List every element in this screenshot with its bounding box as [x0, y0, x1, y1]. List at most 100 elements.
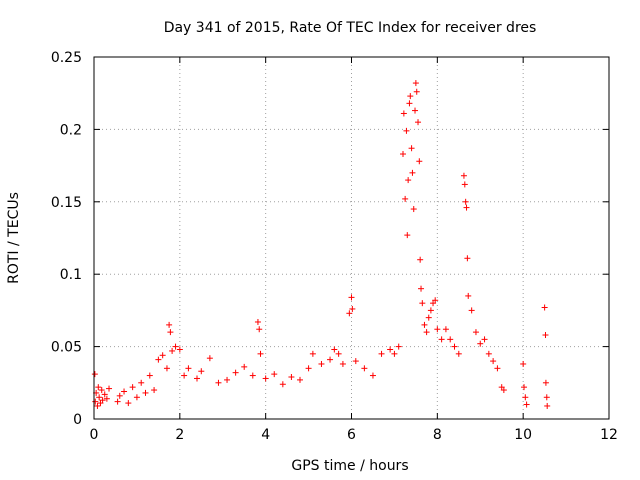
x-tick-label: 6	[347, 427, 356, 443]
data-point	[106, 385, 113, 392]
data-point	[387, 346, 394, 353]
data-point	[522, 394, 529, 401]
data-point	[224, 376, 231, 383]
data-point	[279, 381, 286, 388]
data-point	[215, 379, 222, 386]
data-point	[541, 304, 548, 311]
data-point	[133, 394, 140, 401]
data-point	[352, 358, 359, 365]
data-point	[369, 372, 376, 379]
data-point	[116, 392, 123, 399]
y-tick-label: 0.2	[60, 122, 82, 138]
data-point	[241, 363, 248, 370]
x-tick-labels: 0 2 4 6 8 10 12	[90, 427, 618, 443]
data-point	[542, 379, 549, 386]
data-point	[169, 347, 176, 354]
data-point	[151, 387, 158, 394]
data-point	[434, 326, 441, 333]
data-point	[481, 336, 488, 343]
data-point	[408, 145, 415, 152]
data-point	[427, 307, 434, 314]
data-point	[167, 329, 174, 336]
data-point	[194, 375, 200, 382]
data-point	[318, 360, 325, 367]
data-point	[98, 387, 105, 394]
data-point	[451, 343, 458, 350]
data-point	[125, 400, 132, 407]
data-point	[409, 169, 416, 176]
data-point	[412, 80, 419, 87]
data-point	[463, 204, 470, 211]
data-point	[461, 181, 468, 188]
data-point	[206, 355, 213, 362]
data-point	[99, 397, 106, 404]
data-point	[542, 332, 549, 339]
data-point	[142, 389, 149, 396]
x-tick-label: 10	[514, 427, 532, 443]
data-point	[121, 388, 128, 395]
y-tick-label: 0.15	[51, 195, 82, 211]
data-point	[543, 394, 550, 401]
x-tick-label: 4	[261, 427, 270, 443]
data-point	[418, 285, 425, 292]
data-point	[114, 398, 121, 405]
data-point	[402, 195, 409, 202]
data-point	[520, 360, 527, 367]
data-point	[544, 402, 551, 409]
data-point	[432, 297, 439, 304]
data-point	[406, 100, 413, 107]
data-point	[485, 350, 492, 357]
data-point	[198, 368, 205, 375]
data-point	[305, 365, 312, 372]
data-point	[166, 321, 173, 328]
x-axis-title: GPS time / hours	[291, 458, 408, 474]
data-point	[419, 300, 426, 307]
data-point	[185, 365, 192, 372]
data-point	[521, 384, 528, 391]
data-point	[455, 350, 462, 357]
y-tick-labels: 0 0.05 0.1 0.15 0.2 0.25	[51, 50, 82, 428]
y-axis-title: ROTI / TECUs	[6, 192, 22, 284]
data-point	[361, 365, 368, 372]
axis-ticks	[93, 56, 610, 420]
data-point	[309, 350, 316, 357]
data-point	[400, 151, 406, 158]
data-point	[477, 340, 484, 347]
data-point	[410, 206, 417, 213]
data-point	[415, 119, 422, 126]
data-point	[249, 372, 256, 379]
data-point	[254, 318, 261, 325]
y-tick-label: 0.05	[51, 340, 82, 356]
data-point	[421, 321, 428, 328]
data-point	[96, 394, 103, 401]
data-point	[94, 402, 101, 409]
data-point	[468, 307, 475, 314]
data-point	[297, 376, 303, 383]
data-point	[232, 369, 239, 376]
data-point	[95, 384, 102, 391]
data-point	[146, 372, 153, 379]
data-point	[391, 350, 398, 357]
data-point	[416, 158, 423, 165]
data-point	[327, 356, 334, 363]
chart-title: Day 341 of 2015, Rate Of TEC Index for r…	[164, 20, 537, 36]
data-point	[462, 198, 469, 205]
data-point	[465, 292, 472, 299]
data-point	[101, 391, 108, 398]
data-point	[438, 336, 445, 343]
data-point	[378, 350, 385, 357]
x-tick-label: 0	[90, 427, 99, 443]
y-tick-label: 0	[73, 412, 82, 428]
data-point	[447, 336, 454, 343]
data-point	[413, 88, 420, 95]
data-point	[288, 374, 295, 381]
data-point	[103, 395, 110, 402]
data-point	[490, 358, 497, 365]
data-point	[159, 352, 166, 359]
data-point	[407, 93, 414, 100]
data-point	[335, 350, 342, 357]
data-point	[400, 110, 407, 117]
data-point	[331, 346, 338, 353]
data-point	[348, 294, 355, 301]
